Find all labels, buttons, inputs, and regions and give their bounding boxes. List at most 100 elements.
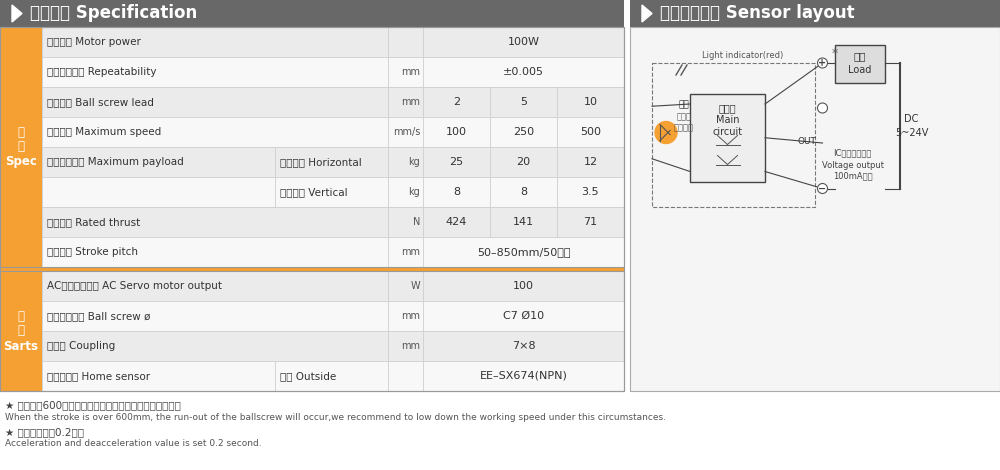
Text: When the stroke is over 600mm, the run-out of the ballscrew will occur,we recomm: When the stroke is over 600mm, the run-o… <box>5 413 666 422</box>
Text: Acceleration and deacceleration value is set 0.2 second.: Acceleration and deacceleration value is… <box>5 439 262 448</box>
Bar <box>652 63 814 206</box>
Text: C7 Ø10: C7 Ø10 <box>503 311 544 321</box>
Text: mm: mm <box>401 97 420 107</box>
Bar <box>423 301 624 331</box>
Bar <box>557 177 624 207</box>
Bar <box>423 117 490 147</box>
Text: mm: mm <box>401 311 420 321</box>
Text: 最大可搬重量 Maximum payload: 最大可搬重量 Maximum payload <box>47 157 184 167</box>
Text: mm: mm <box>401 67 420 77</box>
Text: 100mA以下: 100mA以下 <box>833 172 872 180</box>
Text: AC伺服馬達容量 AC Servo motor output: AC伺服馬達容量 AC Servo motor output <box>47 281 222 291</box>
Text: 141: 141 <box>513 217 534 227</box>
Text: 標準行程 Stroke pitch: 標準行程 Stroke pitch <box>47 247 138 257</box>
Text: mm/s: mm/s <box>393 127 420 137</box>
Bar <box>42 57 388 87</box>
Text: 12: 12 <box>583 157 598 167</box>
Bar <box>42 147 275 177</box>
Text: 垂直使用 Vertical: 垂直使用 Vertical <box>280 187 348 197</box>
Text: 500: 500 <box>580 127 601 137</box>
Bar <box>42 271 388 301</box>
Bar <box>388 87 423 117</box>
Bar <box>630 0 1000 27</box>
Bar <box>624 0 630 27</box>
Text: +: + <box>818 58 827 68</box>
Text: 外挂 Outside: 外挂 Outside <box>280 371 336 381</box>
Bar <box>0 27 624 267</box>
Bar <box>423 361 624 391</box>
Circle shape <box>818 103 828 113</box>
Bar <box>630 27 1000 391</box>
Bar <box>388 147 423 177</box>
Text: 5~24V: 5~24V <box>895 128 928 138</box>
Text: ±0.005: ±0.005 <box>503 67 544 77</box>
Text: Voltage output: Voltage output <box>822 160 884 170</box>
Text: kg: kg <box>408 157 420 167</box>
Text: 7×8: 7×8 <box>512 341 535 351</box>
Text: 基本仕様 Specification: 基本仕様 Specification <box>30 5 197 23</box>
Bar <box>42 87 388 117</box>
Text: 8: 8 <box>453 187 460 197</box>
Bar <box>275 361 388 391</box>
Text: 水平使用 Horizontal: 水平使用 Horizontal <box>280 157 362 167</box>
Text: 連軸器 Coupling: 連軸器 Coupling <box>47 341 115 351</box>
Bar <box>42 207 388 237</box>
Text: DC: DC <box>904 114 919 124</box>
Text: 原點感應器 Home sensor: 原點感應器 Home sensor <box>47 371 150 381</box>
Text: 最高速度 Maximum speed: 最高速度 Maximum speed <box>47 127 161 137</box>
Bar <box>0 267 624 271</box>
Bar <box>42 331 388 361</box>
Bar <box>690 94 765 181</box>
Text: W: W <box>410 281 420 291</box>
Circle shape <box>818 183 828 194</box>
Bar <box>423 177 490 207</box>
Bar <box>490 177 557 207</box>
Bar <box>275 177 388 207</box>
Bar <box>423 87 490 117</box>
Text: 100: 100 <box>446 127 467 137</box>
Text: 50–850mm/50間隔: 50–850mm/50間隔 <box>477 247 570 257</box>
Text: （紅色）: （紅色） <box>674 123 694 132</box>
Text: N: N <box>413 217 420 227</box>
Text: 71: 71 <box>583 217 598 227</box>
Bar <box>275 147 388 177</box>
Text: ★ 馬達加減設儇0.2秒。: ★ 馬達加減設儇0.2秒。 <box>5 427 84 437</box>
Text: ★ 行程超過600時，會產生螺杆偃擺，此時請將速度調降。: ★ 行程超過600時，會產生螺杆偃擺，此時請將速度調降。 <box>5 400 181 410</box>
Bar <box>0 271 624 391</box>
Bar <box>42 301 388 331</box>
Text: 負載: 負載 <box>853 51 866 61</box>
Bar <box>42 361 275 391</box>
Bar <box>557 117 624 147</box>
Bar <box>0 27 42 267</box>
Circle shape <box>655 122 677 143</box>
Bar <box>423 237 624 267</box>
Bar <box>42 177 275 207</box>
Bar <box>423 331 624 361</box>
Text: 25: 25 <box>449 157 464 167</box>
Bar <box>388 237 423 267</box>
Text: 規
格
Spec: 規 格 Spec <box>5 125 37 169</box>
Bar <box>490 87 557 117</box>
Bar <box>388 57 423 87</box>
Bar <box>423 57 624 87</box>
Bar <box>557 87 624 117</box>
Text: circuit: circuit <box>712 127 743 137</box>
Bar <box>388 271 423 301</box>
Bar <box>490 207 557 237</box>
Bar <box>423 207 490 237</box>
Text: −: − <box>818 183 827 194</box>
Text: OUT: OUT <box>798 136 816 146</box>
Text: 感应器接线图 Sensor layout: 感应器接线图 Sensor layout <box>660 5 855 23</box>
Text: 滚珠螺杆外徑 Ball screw ø: 滚珠螺杆外徑 Ball screw ø <box>47 311 150 321</box>
Bar <box>423 271 624 301</box>
Bar <box>557 207 624 237</box>
Text: mm: mm <box>401 341 420 351</box>
Text: 100: 100 <box>513 281 534 291</box>
Bar <box>388 331 423 361</box>
Bar <box>42 117 388 147</box>
Text: mm: mm <box>401 247 420 257</box>
Text: 250: 250 <box>513 127 534 137</box>
Text: 3.5: 3.5 <box>582 187 599 197</box>
Bar <box>834 45 885 83</box>
Bar <box>423 27 624 57</box>
